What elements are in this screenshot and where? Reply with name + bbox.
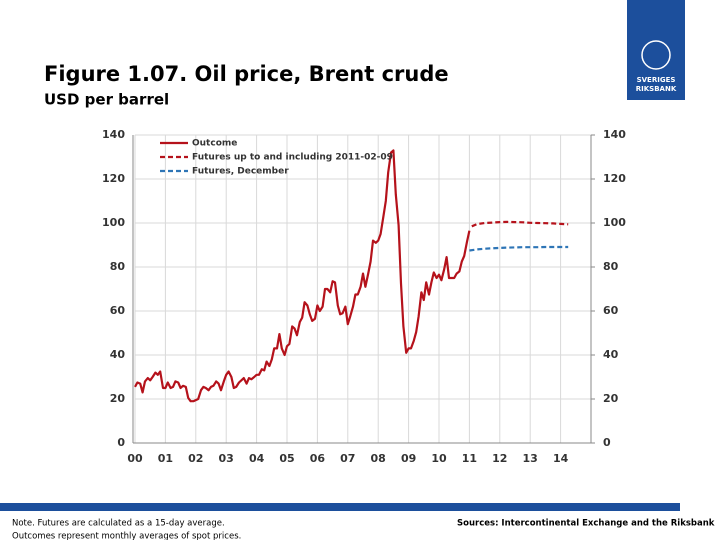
logo-text: RIKSBANK xyxy=(636,85,677,93)
x-tick-label: 01 xyxy=(158,452,173,465)
x-tick-label: 06 xyxy=(310,452,326,465)
x-tick-label: 10 xyxy=(431,452,447,465)
x-tick-label: 09 xyxy=(401,452,416,465)
x-tick-label: 05 xyxy=(279,452,294,465)
y-tick-label: 120 xyxy=(102,172,125,185)
x-tick-label: 04 xyxy=(249,452,265,465)
x-tick-label: 14 xyxy=(553,452,569,465)
y2-tick-label: 140 xyxy=(603,128,626,141)
series-line xyxy=(469,245,569,252)
y2-tick-label: 0 xyxy=(603,436,611,449)
x-tick-label: 13 xyxy=(523,452,538,465)
legend-label: Futures up to and including 2011-02-09 xyxy=(192,153,393,163)
y-tick-label: 100 xyxy=(102,216,125,229)
source: Sources: Intercontinental Exchange and t… xyxy=(457,519,715,529)
legend-label: Futures, December xyxy=(192,167,289,177)
series-line xyxy=(134,149,471,403)
y2-tick-label: 60 xyxy=(603,304,619,317)
x-tick-label: 03 xyxy=(219,452,234,465)
x-tick-label: 08 xyxy=(371,452,386,465)
x-tick-label: 02 xyxy=(188,452,203,465)
x-tick-label: 00 xyxy=(127,452,143,465)
logo-box xyxy=(627,0,685,100)
y-tick-label: 80 xyxy=(110,260,126,273)
series-line xyxy=(471,220,569,228)
x-tick-label: 11 xyxy=(462,452,477,465)
y2-tick-label: 40 xyxy=(603,348,619,361)
note: Note. Futures are calculated as a 15-day… xyxy=(12,519,225,529)
chart-title: Figure 1.07. Oil price, Brent crude xyxy=(44,62,449,86)
y2-tick-label: 20 xyxy=(603,392,619,405)
legend-label: Outcome xyxy=(192,139,237,149)
y2-tick-label: 80 xyxy=(603,260,619,273)
y-tick-label: 0 xyxy=(117,436,125,449)
note: Outcomes represent monthly averages of s… xyxy=(12,532,241,540)
footer-bar xyxy=(0,503,680,511)
chart-subtitle: USD per barrel xyxy=(44,91,169,109)
y-tick-label: 40 xyxy=(110,348,126,361)
x-tick-label: 07 xyxy=(340,452,355,465)
logo-text: SVERIGES xyxy=(637,76,676,84)
logo-emblem xyxy=(641,40,671,70)
y-tick-label: 20 xyxy=(110,392,126,405)
x-tick-label: 12 xyxy=(492,452,507,465)
y-tick-label: 140 xyxy=(102,128,125,141)
y-tick-label: 60 xyxy=(110,304,126,317)
y2-tick-label: 100 xyxy=(603,216,626,229)
y2-tick-label: 120 xyxy=(603,172,626,185)
